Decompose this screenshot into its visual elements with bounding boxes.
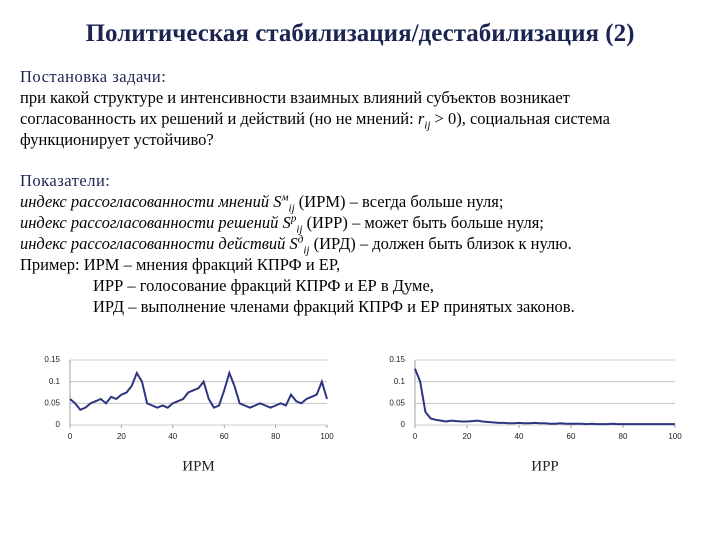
- x-tick-label: 80: [271, 432, 280, 441]
- superscript: р: [290, 212, 297, 225]
- text-run: > 0), социальная система: [430, 109, 610, 128]
- text-run: функционирует устойчиво?: [20, 130, 214, 149]
- text-line: при какой структуре и интенсивности взаи…: [20, 87, 710, 108]
- y-tick-label: 0: [401, 420, 406, 429]
- superscript: м: [281, 191, 289, 204]
- y-tick-label: 0: [56, 420, 61, 429]
- x-tick-label: 40: [168, 432, 177, 441]
- y-tick-label: 0.05: [389, 398, 405, 407]
- x-tick-label: 60: [567, 432, 576, 441]
- y-tick-label: 0.15: [389, 355, 405, 364]
- x-tick-label: 40: [515, 432, 524, 441]
- subscript: ij: [424, 119, 431, 132]
- x-axis-label: ИРР: [531, 458, 559, 474]
- x-tick-label: 80: [619, 432, 628, 441]
- x-tick-label: 0: [68, 432, 73, 441]
- superscript: д: [297, 233, 304, 246]
- data-line: [69, 369, 328, 412]
- section-heading: Постановка задачи:: [20, 67, 167, 86]
- example-line: ИРД – выполнение членами фракций КПРФ и …: [93, 297, 575, 316]
- x-tick-label: 20: [117, 432, 126, 441]
- italic-run: r: [417, 109, 425, 128]
- section-heading: Показатели:: [20, 171, 111, 190]
- italic-run: индекс рассогласованности действий S: [20, 234, 298, 253]
- subscript: ij: [303, 244, 310, 257]
- x-tick-label: 100: [668, 432, 682, 441]
- text-run: согласованность их решений и действий (н…: [20, 109, 418, 128]
- text-run: (ИРМ) – всегда больше нуля;: [294, 192, 504, 211]
- example-line: ИРР – голосование фракций КПРФ и ЕР в Ду…: [93, 276, 434, 295]
- y-tick-label: 0.1: [394, 377, 406, 386]
- text-line: индекс рассогласованности решений Sрij (…: [20, 212, 710, 236]
- x-axis-label: ИРМ: [182, 458, 215, 474]
- text-run: (ИРР) – может быть больше нуля;: [302, 213, 544, 232]
- x-tick-label: 0: [413, 432, 418, 441]
- text-run: (ИРД) – должен быть близок к нулю.: [309, 234, 572, 253]
- y-tick-label: 0.05: [44, 398, 60, 407]
- text-line: индекс рассогласованности мнений Sмij (И…: [20, 191, 710, 215]
- text-line: индекс рассогласованности действий Sдij …: [20, 233, 710, 257]
- x-tick-label: 60: [220, 432, 229, 441]
- y-tick-label: 0.1: [49, 377, 61, 386]
- text-run: при какой структуре и интенсивности взаи…: [20, 88, 570, 107]
- subscript: ij: [296, 223, 303, 236]
- slide-title: Политическая стабилизация/дестабилизация…: [85, 20, 635, 47]
- text-line: функционирует устойчиво?: [20, 129, 710, 150]
- data-line: [414, 368, 675, 426]
- x-tick-label: 100: [320, 432, 334, 441]
- text-line: согласованность их решений и действий (н…: [20, 108, 710, 132]
- example-line: Пример: ИРМ – мнения фракций КПРФ и ЕР,: [20, 255, 341, 274]
- slide-text: Постановка задачи: при какой структуре и …: [20, 66, 710, 317]
- italic-run: индекс рассогласованности решений S: [20, 213, 291, 232]
- italic-run: индекс рассогласованности мнений S: [20, 192, 282, 211]
- subscript: ij: [288, 202, 295, 215]
- y-tick-label: 0.15: [44, 355, 60, 364]
- x-tick-label: 20: [463, 432, 472, 441]
